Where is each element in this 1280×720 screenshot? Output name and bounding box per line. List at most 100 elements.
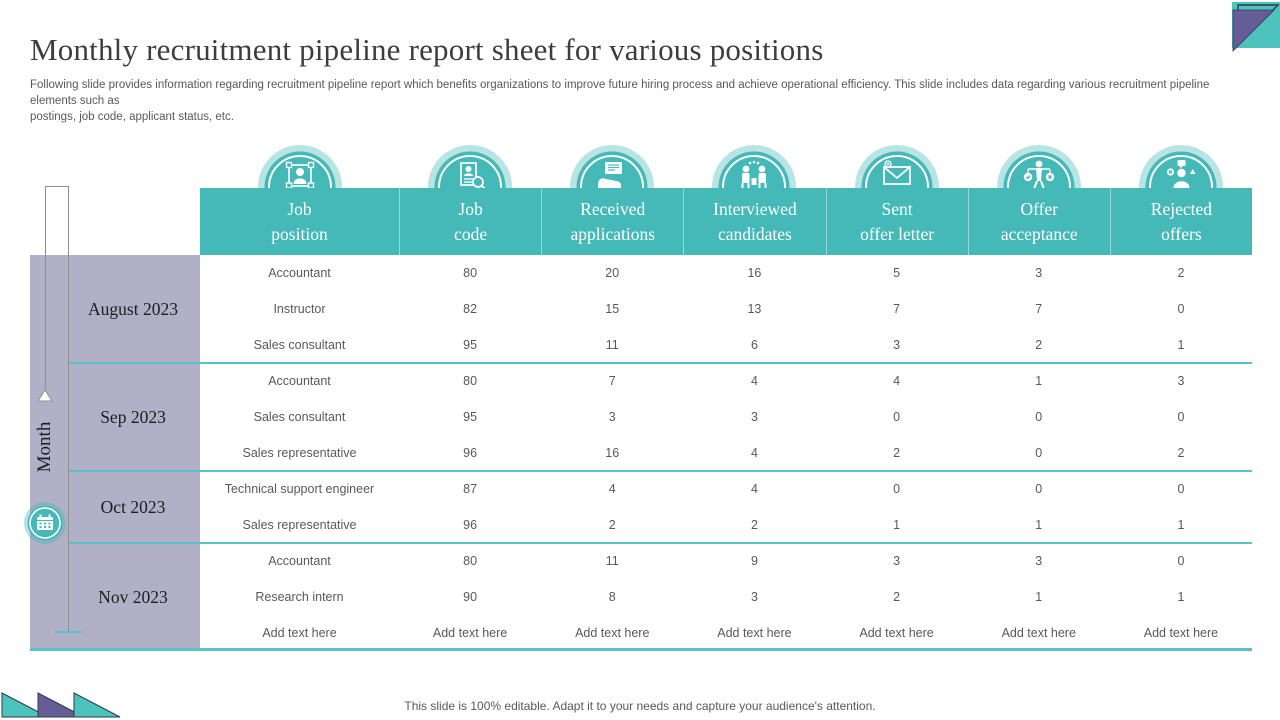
calendar-icon <box>24 502 66 544</box>
cell-value: 0 <box>1177 482 1185 496</box>
cell-value[interactable]: Add text here <box>1001 626 1076 640</box>
cell-value[interactable]: Add text here <box>575 626 650 640</box>
cell-job-position: Research intern <box>255 590 344 604</box>
table-header-band: Job position Job code Received application… <box>200 188 1252 255</box>
column-header-sent-offer-letter: Sent offer letter <box>825 188 968 255</box>
cell-value: 3 <box>608 410 616 424</box>
data-table: Accountant 80 20 16 5 3 2 Instructor 82 15 13 7 7 0 Sa… <box>200 255 1252 651</box>
cell-value: 2 <box>1177 446 1185 460</box>
cell-value: 3 <box>1035 554 1043 568</box>
cell-value: 13 <box>747 302 762 316</box>
cell-value: 4 <box>750 446 758 460</box>
cell-value: 4 <box>750 374 758 388</box>
table-row: Research intern 90 8 3 2 1 1 <box>200 579 1252 615</box>
axis-arrow-icon <box>37 389 53 402</box>
cell-value: 87 <box>463 482 478 496</box>
page-subtitle: Following slide provides information reg… <box>30 79 1210 124</box>
cell-value: 8 <box>608 590 616 604</box>
column-header-rejected-offers: Rejected offers <box>1109 188 1252 255</box>
cell-value: 0 <box>1177 302 1185 316</box>
cell-value: 6 <box>750 338 758 352</box>
cell-value: 16 <box>605 446 620 460</box>
column-header-interviewed-candidates: Interviewed candidates <box>683 188 825 255</box>
month-axis-line-inner <box>68 186 69 633</box>
cell-job-position: Sales representative <box>242 518 357 532</box>
cell-value: 95 <box>463 338 478 352</box>
cell-value[interactable]: Add text here <box>432 626 508 640</box>
cell-value: 2 <box>608 518 616 532</box>
cell-value[interactable]: Add text here <box>859 626 934 640</box>
cell-value: 1 <box>893 518 901 532</box>
month-label: Nov 2023 <box>98 587 168 607</box>
cell-value: 0 <box>1177 410 1185 424</box>
cell-value: 1 <box>1177 338 1185 352</box>
table-row: Technical support engineer 87 4 4 0 0 0 <box>200 471 1252 507</box>
cell-value: 90 <box>463 590 478 604</box>
cell-value: 4 <box>608 482 616 496</box>
cell-value: 1 <box>1035 374 1043 388</box>
cell-value: 3 <box>893 554 901 568</box>
cell-job-position: Sales consultant <box>253 338 346 352</box>
table-row: Sales consultant 95 11 6 3 2 1 <box>200 327 1252 363</box>
table-row: Sales representative 96 16 4 2 0 2 <box>200 435 1252 471</box>
cell-value: 80 <box>463 374 478 388</box>
column-header-offer-acceptance: Offer acceptance <box>967 188 1110 255</box>
cell-value: 3 <box>1177 374 1185 388</box>
cell-value: 80 <box>463 266 478 280</box>
cell-value: 11 <box>605 338 619 352</box>
group-divider <box>68 542 1252 544</box>
month-axis-line <box>45 186 46 389</box>
table-row: Accountant 80 20 16 5 3 2 <box>200 255 1252 291</box>
cell-value: 0 <box>1035 446 1043 460</box>
cell-value: 7 <box>1035 302 1043 316</box>
cell-value: 9 <box>750 554 758 568</box>
cell-value: 96 <box>463 446 478 460</box>
group-divider <box>68 362 1252 364</box>
cell-value: 82 <box>463 302 478 316</box>
cell-value: 0 <box>1035 410 1043 424</box>
cell-value: 80 <box>463 554 478 568</box>
month-axis-label: Month <box>34 421 55 473</box>
cell-value: 2 <box>750 518 758 532</box>
cell-value: 95 <box>463 410 478 424</box>
cell-value: 0 <box>1177 554 1185 568</box>
cell-value: 7 <box>608 374 616 388</box>
cell-value: 5 <box>893 266 901 280</box>
cell-value: 4 <box>750 482 758 496</box>
group-divider <box>68 470 1252 472</box>
cell-value: 3 <box>750 590 758 604</box>
month-label: Oct 2023 <box>100 497 166 517</box>
cell-job-position: Instructor <box>273 302 326 316</box>
table-row: Sales consultant 95 3 3 0 0 0 <box>200 399 1252 435</box>
cell-job-position[interactable]: Add text here <box>262 626 337 640</box>
footer-note: This slide is 100% editable. Adapt it to… <box>404 699 876 713</box>
cell-value: 1 <box>1177 518 1185 532</box>
cell-value: 2 <box>893 590 901 604</box>
month-label: Sep 2023 <box>100 407 166 427</box>
cell-job-position: Accountant <box>268 266 331 280</box>
cell-job-position: Sales representative <box>242 446 357 460</box>
cell-job-position: Accountant <box>268 554 331 568</box>
cell-value: 3 <box>893 338 901 352</box>
cell-value: 2 <box>1177 266 1185 280</box>
month-axis-connector <box>45 186 69 187</box>
cell-value: 2 <box>893 446 901 460</box>
cell-value[interactable]: Add text here <box>717 626 792 640</box>
cell-value: 11 <box>605 554 619 568</box>
month-label: August 2023 <box>88 299 178 319</box>
column-header-job-position: Job position <box>271 199 328 244</box>
month-column: August 2023 Sep 2023 Oct 2023 Nov 2023 <box>30 255 200 651</box>
table-row: Add text here Add text here Add text here A… <box>200 615 1252 651</box>
cell-value: 0 <box>893 410 901 424</box>
cell-value: 20 <box>605 266 620 280</box>
cell-value: 15 <box>605 302 620 316</box>
cell-value: 7 <box>893 302 901 316</box>
cell-job-position: Accountant <box>268 374 331 388</box>
cell-value: 0 <box>1035 482 1043 496</box>
cell-value: 3 <box>750 410 758 424</box>
cell-value: 3 <box>1035 266 1043 280</box>
corner-decoration-top-right <box>1232 2 1280 52</box>
cell-value[interactable]: Add text here <box>1143 626 1219 640</box>
table-row: Accountant 80 7 4 4 1 3 <box>200 363 1252 399</box>
